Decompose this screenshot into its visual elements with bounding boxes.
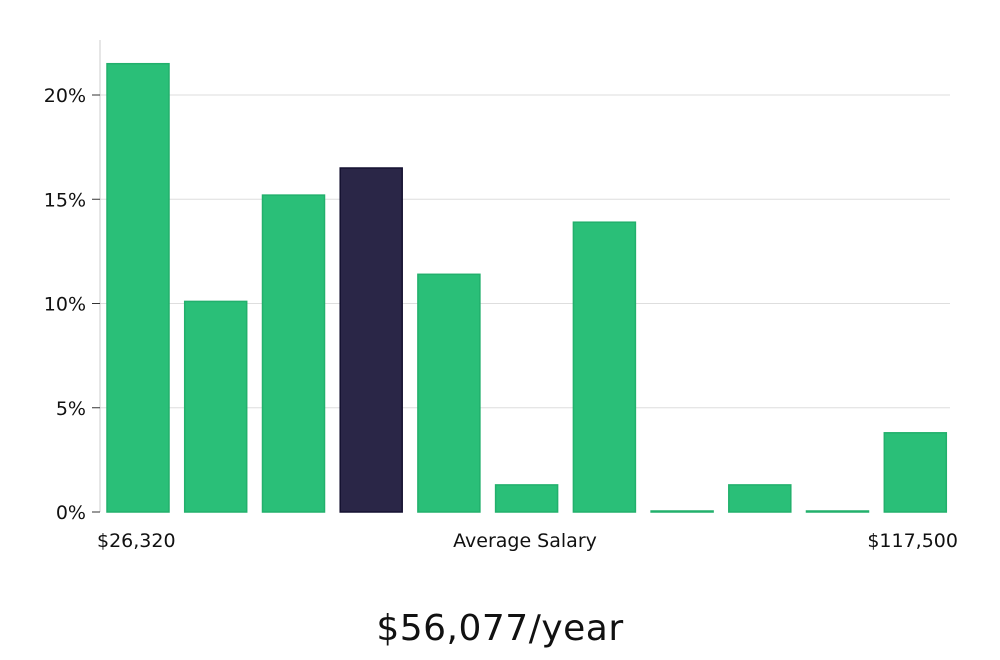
bar — [805, 510, 870, 513]
bars — [106, 62, 948, 513]
bar — [650, 510, 714, 513]
bar-highlighted — [339, 167, 403, 513]
bar — [728, 484, 792, 513]
bar — [883, 432, 948, 513]
bar — [572, 221, 637, 513]
x-min-label: $26,320 — [97, 530, 176, 552]
bar — [417, 273, 481, 513]
bar — [494, 484, 559, 513]
y-tick-labels: 0% 5% 10% 15% 20% — [44, 85, 100, 524]
y-tick-label: 20% — [44, 85, 86, 107]
bar — [183, 300, 248, 513]
salary-histogram: 0% 5% 10% 15% 20% $26,320 Average Salary $11… — [44, 40, 958, 552]
y-tick-label: 5% — [56, 398, 86, 420]
y-tick-label: 15% — [44, 189, 86, 211]
x-max-label: $117,500 — [867, 530, 958, 552]
x-center-label: Average Salary — [453, 530, 597, 552]
average-salary: $56,077/year — [376, 608, 624, 649]
bar — [261, 194, 326, 513]
y-tick-label: 10% — [44, 294, 86, 316]
bar — [106, 62, 170, 513]
y-tick-label: 0% — [56, 502, 86, 524]
